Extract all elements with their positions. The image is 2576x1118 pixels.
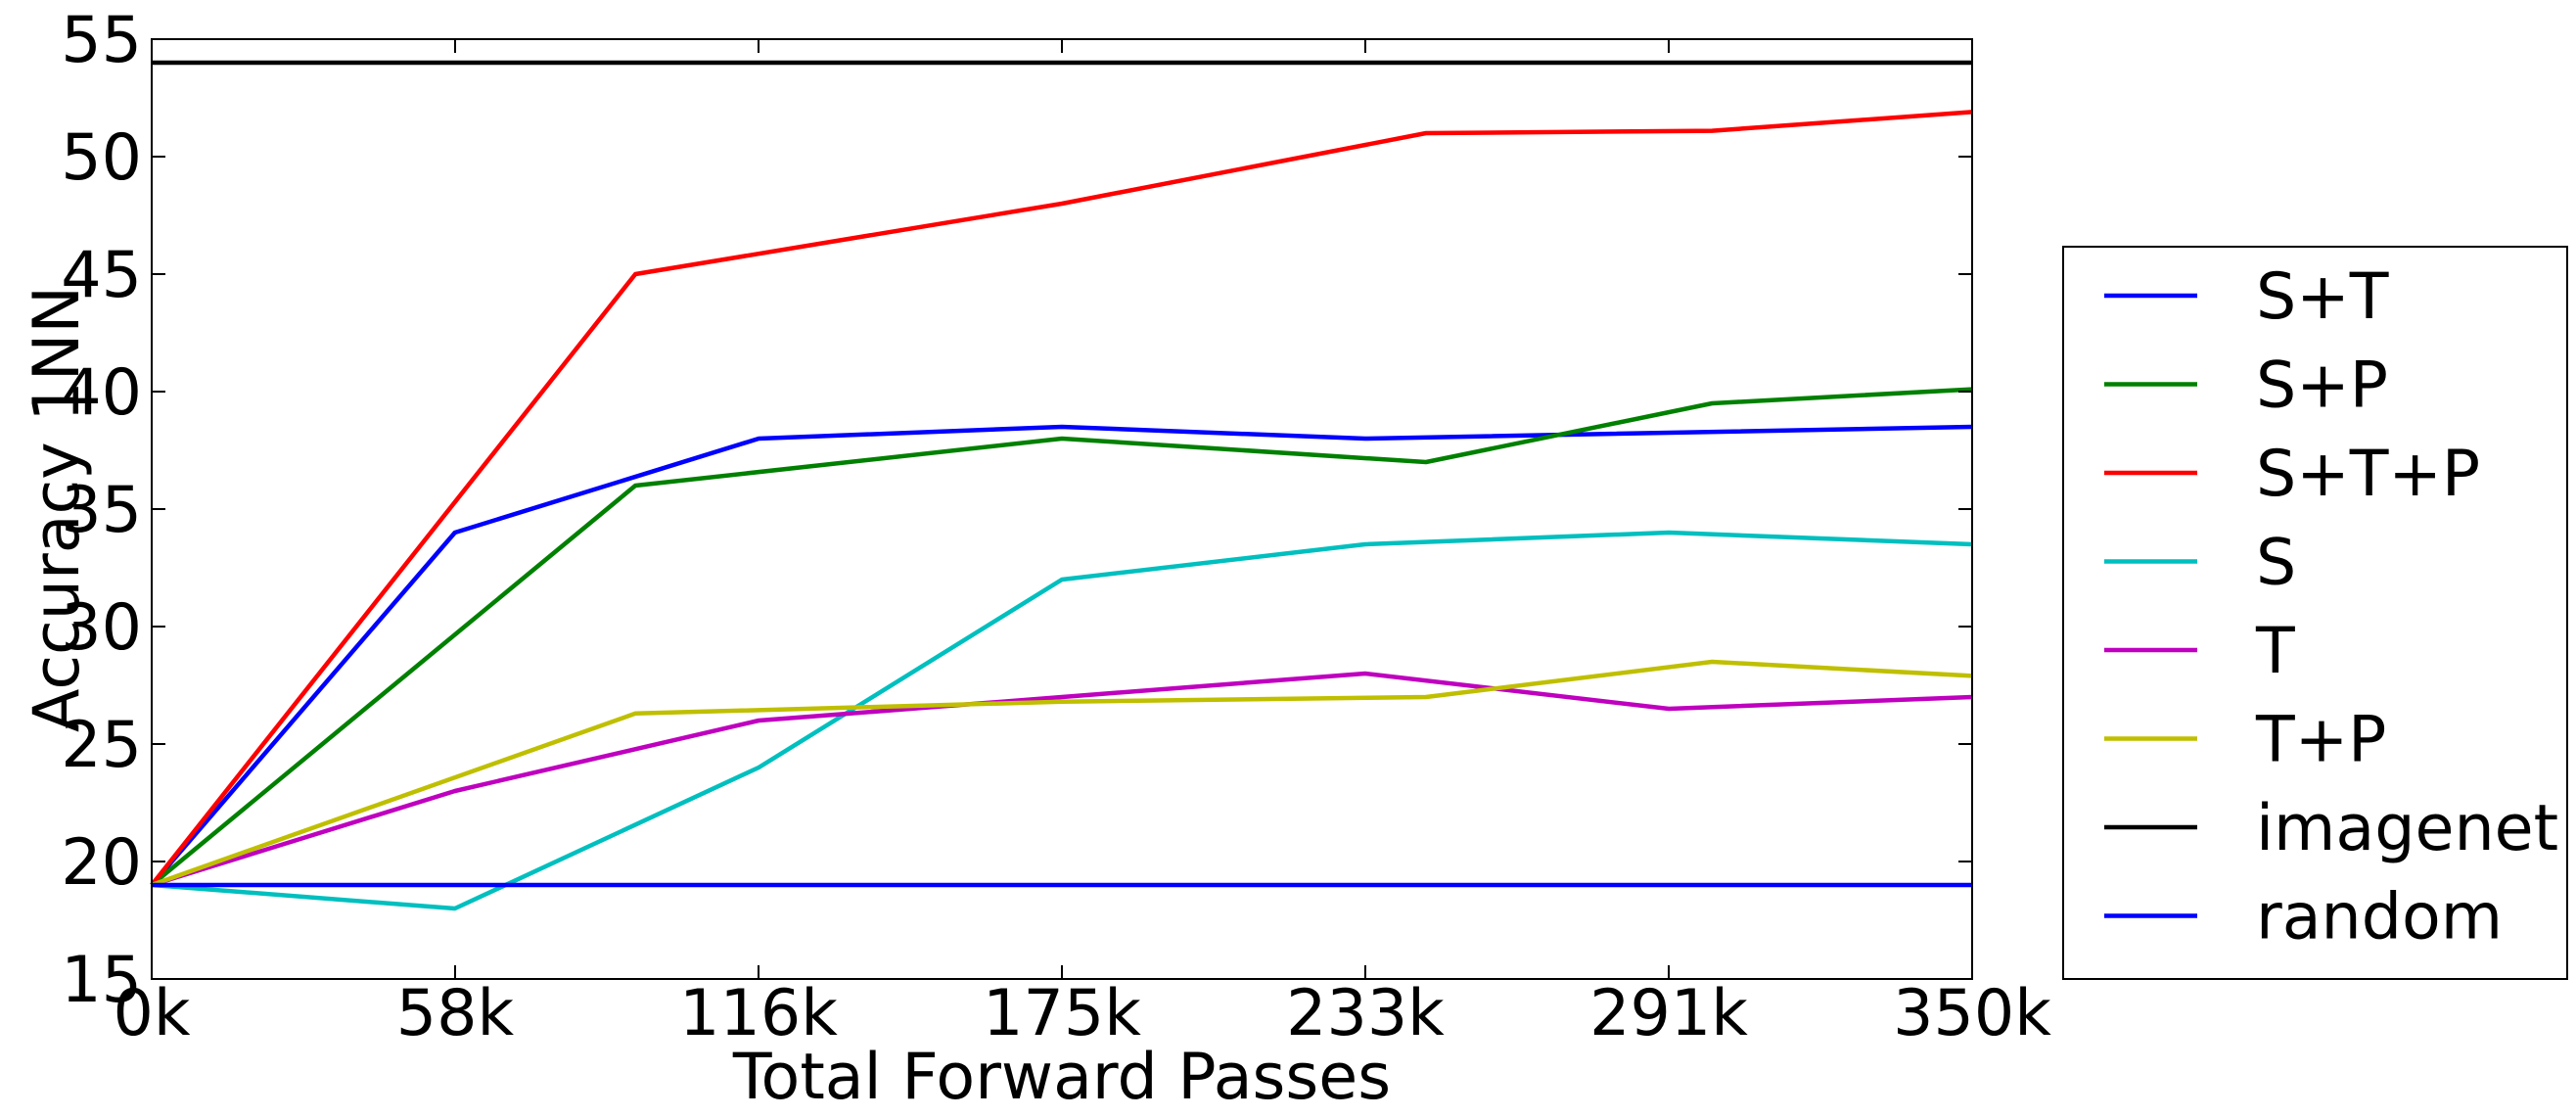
y-tick-label: 15 [61, 944, 142, 1017]
y-tick-label: 40 [61, 356, 142, 430]
x-tick-label: 291k [1589, 977, 1748, 1050]
legend-label-s: S [2256, 527, 2296, 600]
legend-frame [2062, 246, 2568, 980]
legend-item-s: S [2104, 527, 2296, 600]
legend-label-imagenet: imagenet [2256, 792, 2558, 865]
y-tick-label: 30 [61, 591, 142, 665]
y-tick-label: 35 [61, 474, 142, 547]
x-tick-label: 175k [983, 977, 1141, 1050]
legend-item-t: T [2104, 615, 2295, 688]
x-tick-label: 0k [114, 977, 191, 1050]
series-line-s [151, 530, 1973, 911]
x-axis-title: Total Forward Passes [732, 1041, 1391, 1114]
legend-label-random: random [2256, 881, 2503, 955]
series-line-t [151, 671, 1973, 888]
x-tick-label: 116k [679, 977, 838, 1050]
y-tick-label: 20 [61, 826, 142, 900]
legend-label-t-plus-p: T+P [2255, 704, 2386, 777]
series-line-s-plus-t-plus-p [150, 110, 1973, 887]
y-tick-label: 25 [61, 709, 142, 782]
x-tick-label: 58k [396, 977, 515, 1050]
legend-item-s-plus-t: S+T [2104, 260, 2389, 334]
legend-label-s-plus-p: S+P [2256, 349, 2388, 423]
ticks-layer: 0k 58k 116k 175k 233k 291k 350k 15 20 25 30 35 40 45 5… [61, 4, 2051, 1050]
series-layer [150, 60, 1973, 911]
y-axis-title: Accuracy 1NN [21, 286, 94, 732]
y-tick-label: 55 [61, 4, 142, 77]
legend-item-random: random [2104, 881, 2503, 955]
x-tick-label: 233k [1286, 977, 1445, 1050]
legend-item-s-plus-p: S+P [2104, 349, 2388, 423]
legend-item-s-plus-t-plus-p: S+T+P [2104, 438, 2480, 511]
legend-label-s-plus-t: S+T [2256, 260, 2389, 334]
x-tick-label: 350k [1893, 977, 2051, 1050]
legend: S+T S+P S+T+P ST T+P imagenet random [2062, 246, 2568, 980]
plot-frame [151, 38, 1973, 980]
legend-label-t: T [2255, 615, 2295, 688]
legend-items: S+T S+P S+T+P ST T+P imagenet random [2104, 260, 2558, 955]
series-line-s-plus-t [150, 424, 1973, 887]
legend-item-t-plus-p: T+P [2104, 704, 2386, 777]
y-tick-label: 45 [61, 239, 142, 312]
series-line-t-plus-p [151, 659, 1973, 888]
legend-item-imagenet: imagenet [2104, 792, 2558, 865]
legend-label-s-plus-t-plus-p: S+T+P [2256, 438, 2480, 511]
y-tick-label: 50 [61, 121, 142, 195]
series-line-s-plus-p [150, 387, 1973, 887]
